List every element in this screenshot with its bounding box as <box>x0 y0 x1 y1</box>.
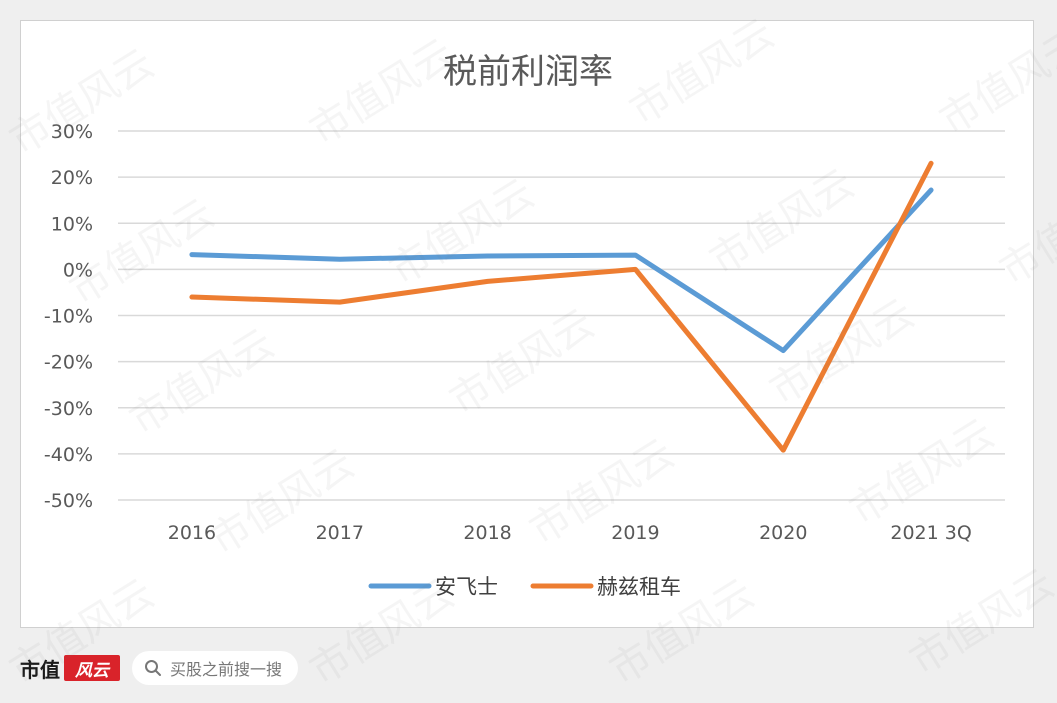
x-tick-label: 2019 <box>611 522 659 544</box>
x-tick-label: 2020 <box>759 522 807 544</box>
brand-logo-seal: 风云 <box>64 655 120 681</box>
search-box[interactable]: 买股之前搜一搜 <box>132 651 299 685</box>
x-tick-label: 2021 3Q <box>890 522 971 544</box>
series-line-1 <box>189 187 934 354</box>
line-chart: 30% 20% 10% 0% -10% -20% -30% -40% -50% 2016 2017 2… <box>44 52 1005 599</box>
x-tick-label: 2016 <box>168 522 216 544</box>
y-tick-label: -50% <box>44 490 93 512</box>
legend: 安飞士 赫兹租车 <box>368 575 681 599</box>
chart-card: 30% 20% 10% 0% -10% -20% -30% -40% -50% 2016 2017 2… <box>20 20 1034 628</box>
y-tick-label: 10% <box>51 213 93 235</box>
y-tick-label: -40% <box>44 444 93 466</box>
legend-label: 安飞士 <box>435 575 498 599</box>
y-tick-label: 20% <box>51 167 93 189</box>
y-tick-label: 30% <box>51 121 93 143</box>
series-line-2 <box>189 160 934 453</box>
search-icon <box>145 660 161 676</box>
series-layer <box>189 160 934 453</box>
chart-title: 税前利润率 <box>443 52 613 92</box>
search-placeholder: 买股之前搜一搜 <box>170 660 283 679</box>
grid-layer <box>118 130 1005 501</box>
x-tick-label: 2018 <box>463 522 511 544</box>
legend-label: 赫兹租车 <box>597 575 681 599</box>
y-tick-label: -20% <box>44 352 93 374</box>
y-tick-label: 0% <box>63 259 93 281</box>
y-tick-label: -10% <box>44 306 93 328</box>
footer: 市值 风云 买股之前搜一搜 <box>20 650 299 686</box>
x-tick-label: 2017 <box>316 522 364 544</box>
y-tick-label: -30% <box>44 398 93 420</box>
brand-logo-text: 市值 <box>20 657 60 682</box>
label-layer: 30% 20% 10% 0% -10% -20% -30% -40% -50% 2016 2017 2… <box>44 121 972 544</box>
